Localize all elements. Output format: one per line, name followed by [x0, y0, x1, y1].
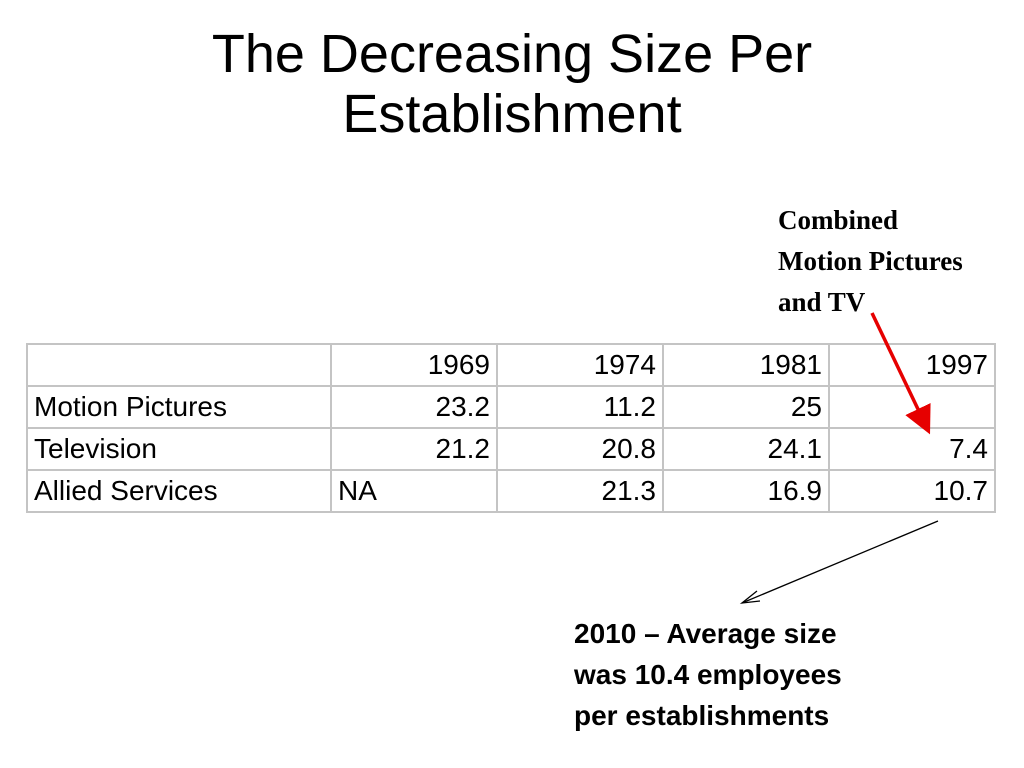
table-row: Television 21.2 20.8 24.1 7.4 [26, 427, 996, 471]
header-cell-1969: 1969 [330, 343, 498, 387]
table-cell: 7.4 [828, 427, 996, 471]
average-size-note: 2010 – Average size was 10.4 employees p… [574, 613, 974, 736]
header-cell-1974: 1974 [496, 343, 664, 387]
slide-title: The Decreasing Size Per Establishment [112, 24, 912, 144]
average-size-note-line-1: 2010 – Average size [574, 618, 837, 649]
header-cell-1981: 1981 [662, 343, 830, 387]
table-cell: 21.2 [330, 427, 498, 471]
table-cell: NA [330, 469, 498, 513]
title-line-1: The Decreasing Size Per [211, 24, 813, 84]
table-row: Allied Services NA 21.3 16.9 10.7 [26, 469, 996, 513]
black-arrow-head-icon [739, 590, 761, 604]
title-line-2: Establishment [342, 84, 682, 144]
average-size-note-line-3: per establishments [574, 700, 830, 731]
row-label-motion-pictures: Motion Pictures [26, 385, 332, 429]
table-cell: 11.2 [496, 385, 664, 429]
combined-note-line-1: Combined [778, 205, 899, 235]
row-label-allied-services: Allied Services [26, 469, 332, 513]
row-label-television: Television [26, 427, 332, 471]
table-cell [828, 385, 996, 429]
table-cell: 20.8 [496, 427, 664, 471]
table-cell: 24.1 [662, 427, 830, 471]
table-cell: 16.9 [662, 469, 830, 513]
combined-note-line-3: and TV [778, 287, 866, 317]
combined-note: Combined Motion Pictures and TV [778, 200, 1024, 323]
table-cell: 21.3 [496, 469, 664, 513]
header-cell-empty [26, 343, 332, 387]
establishment-size-table: 1969 1974 1981 1997 Motion Pictures 23.2… [26, 343, 996, 513]
table-header-row: 1969 1974 1981 1997 [26, 343, 996, 387]
combined-note-line-2: Motion Pictures [778, 246, 963, 276]
table-cell: 25 [662, 385, 830, 429]
table-row: Motion Pictures 23.2 11.2 25 [26, 385, 996, 429]
header-cell-1997: 1997 [828, 343, 996, 387]
black-arrow-icon [741, 520, 939, 604]
table-cell: 10.7 [828, 469, 996, 513]
average-size-note-line-2: was 10.4 employees [574, 659, 842, 690]
table-cell: 23.2 [330, 385, 498, 429]
